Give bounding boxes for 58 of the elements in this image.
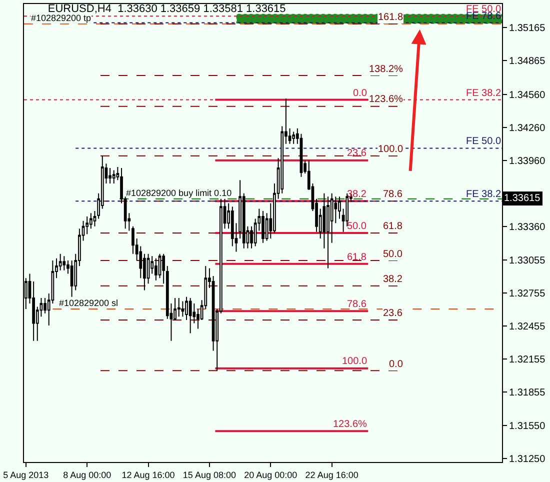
candlestick [62,256,66,271]
candlestick [177,297,180,318]
candlestick [188,297,192,334]
chart-title: EURUSD,H4 1.33630 1.33659 1.33581 1.33615 [48,2,286,15]
annotation: 50.0 [347,221,367,232]
annotation: 0.0 [353,88,368,99]
candlestick [292,131,296,144]
ref-line-label: #102829200 buy limit 0.10 [126,188,232,198]
annotation: 100.0 [342,356,368,367]
annotation: 138.2% [369,64,404,75]
annotation: 161.8 [378,12,404,23]
candlestick [326,196,330,269]
annotation: 50.0 [383,249,403,260]
y-tick-label: 1.33055 [509,255,546,266]
annotation: 61.8 [347,252,367,263]
y-tick-label: 1.34560 [509,90,546,101]
y-tick-label: 1.35165 [509,23,546,34]
candlestick [154,258,158,281]
annotation: 78.6 [347,299,367,310]
y-tick-label: 1.34260 [509,122,546,134]
annotation: 100.0 [378,144,404,155]
annotation: 123.6% [333,419,368,430]
x-tick-label: 20 Aug 00:00 [244,470,298,480]
x-tick-label: 15 Aug 08:00 [182,470,236,480]
y-tick-label: 1.33960 [509,156,546,167]
y-tick-label: 1.32455 [509,322,546,333]
y-tick-label: 1.32155 [509,354,546,366]
ref-line-label: FE 50.0 [466,136,502,147]
y-tick-label: 1.31855 [509,388,546,399]
x-tick-label: 12 Aug 16:00 [122,470,175,480]
ref-line-label: #102829200 tp [31,13,92,23]
annotation: 1.33615 [504,193,541,204]
candlestick [181,300,184,318]
candlestick [112,170,116,184]
x-tick-label: 8 Aug 00:00 [63,470,112,480]
x-tick-label: 22 Aug 16:00 [305,470,358,480]
candlestick [262,210,264,244]
y-tick-label: 1.31250 [509,454,546,466]
y-tick-label: 1.31550 [509,421,546,432]
x-tick-label: 5 Aug 2013 [3,470,49,480]
ref-line-label: FE 38.2 [466,88,502,99]
annotation: 23.6 [347,148,367,159]
ref-line-label: #102829200 sl [59,298,118,308]
annotation: 0.0 [389,359,404,370]
annotation: 38.2 [383,274,403,285]
candlestick [162,253,166,284]
annotation: 61.8 [383,221,403,232]
annotation: 123.6% [369,94,404,105]
candlestick [108,168,112,184]
candlestick [93,210,96,227]
ref-line-label: FE 38.2 [466,189,502,200]
y-tick-label: 1.32755 [509,288,546,300]
annotation: 23.6 [383,308,403,319]
y-tick-label: 1.34865 [509,56,546,68]
y-tick-label: 1.33360 [509,222,546,233]
annotation: 78.6 [383,189,403,200]
annotation: 38.2 [347,189,367,200]
candlestick [338,196,341,220]
